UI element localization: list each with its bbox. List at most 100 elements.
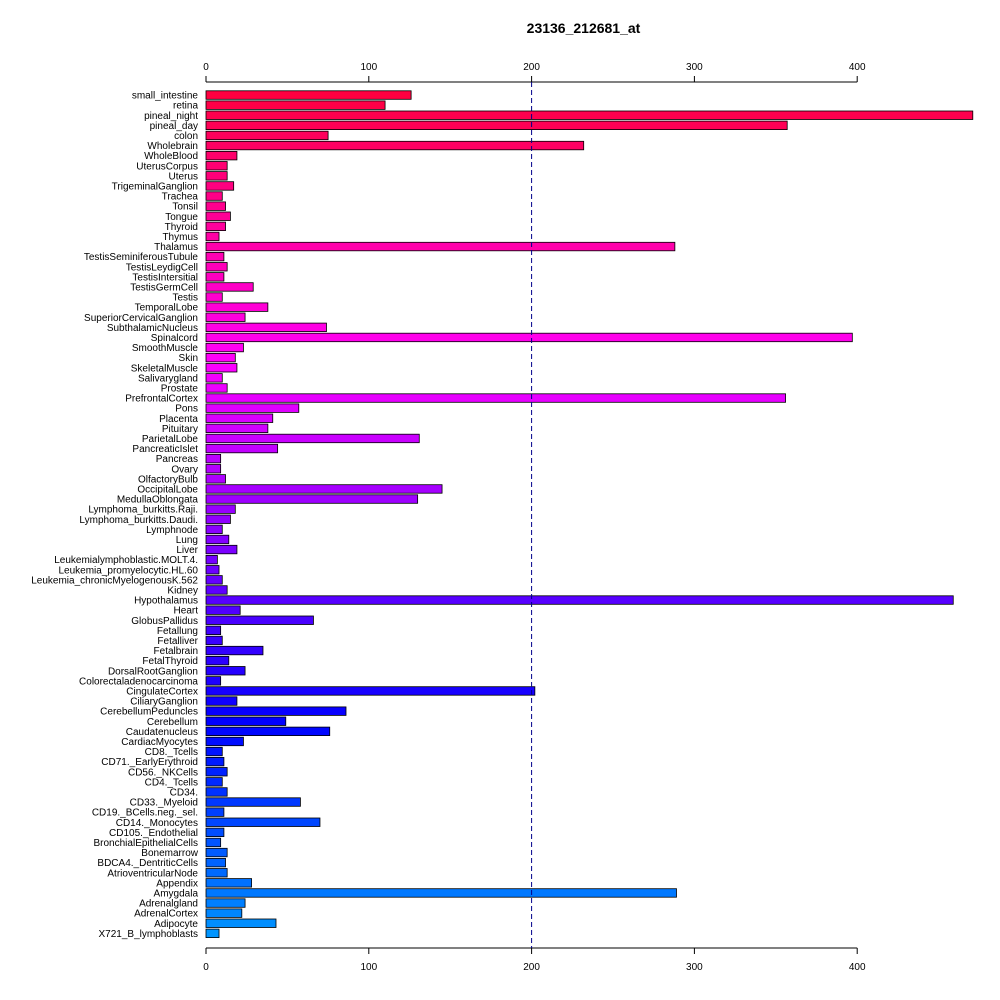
bar	[205, 807, 225, 817]
bar	[205, 645, 264, 656]
category-label: TestisSeminiferousTubule	[84, 252, 199, 263]
bar	[205, 453, 222, 464]
bar	[205, 858, 226, 868]
category-label: CD14._Monocytes	[116, 818, 198, 829]
x-tick-label-top: 100	[360, 62, 377, 73]
bar	[205, 352, 236, 363]
category-label: SubthalamicNucleus	[107, 323, 198, 334]
category-label: Wholebrain	[147, 141, 198, 152]
x-axis-bottom: 0 100 200 300 400	[203, 947, 866, 973]
x-tick-label-top: 0	[203, 62, 209, 73]
bar	[205, 676, 222, 686]
category-label: CiliaryGanglion	[130, 697, 198, 708]
category-label: Spinalcord	[151, 333, 198, 344]
bar	[205, 363, 238, 373]
category-label: colon	[174, 131, 198, 142]
bar	[205, 706, 347, 716]
bar	[205, 544, 238, 555]
bar	[205, 474, 226, 484]
bar	[205, 736, 244, 747]
bar	[205, 514, 231, 524]
category-label: CD19._BCells.neg._sel.	[92, 808, 198, 819]
bar	[205, 555, 218, 565]
bar	[205, 211, 231, 221]
category-label: pineal_day	[150, 121, 198, 132]
bar	[205, 797, 301, 807]
bar	[205, 534, 230, 545]
x-tick-label-bottom: 300	[686, 962, 703, 973]
category-label: CardiacMyocytes	[121, 737, 198, 748]
bar	[205, 140, 585, 151]
category-label: Trachea	[162, 192, 199, 203]
bar	[205, 312, 246, 322]
category-label: BronchialEpithelialCells	[94, 838, 199, 849]
x-axis-top: 0 100 200 300 400	[203, 62, 866, 83]
category-labels: small_intestineretinapineal_nightpineal_…	[31, 91, 199, 940]
bar	[205, 292, 223, 302]
category-label: TrigeminalGanglion	[112, 181, 198, 192]
bar	[205, 120, 788, 130]
category-label: CD8._Tcells	[145, 747, 198, 758]
chart-title: 23136_212681_at	[526, 20, 641, 36]
category-label: MedullaOblongata	[117, 495, 199, 506]
bar	[205, 413, 274, 423]
category-label: WholeBlood	[144, 151, 198, 162]
category-label: AtrioventricularNode	[107, 868, 198, 879]
bar	[205, 524, 223, 534]
category-label: UterusCorpus	[136, 161, 198, 172]
category-label: pineal_night	[144, 111, 198, 122]
bar	[205, 241, 676, 252]
bar	[205, 130, 329, 141]
category-label: Leukemia_promyelocytic.HL.60	[58, 565, 198, 576]
bar	[205, 504, 236, 514]
bar	[205, 908, 243, 918]
category-label: Cerebellum	[147, 717, 198, 728]
x-tick-label-bottom: 100	[360, 962, 377, 973]
bar	[205, 282, 254, 292]
bar	[205, 827, 225, 837]
category-label: Fetallung	[157, 626, 198, 637]
category-label: OlfactoryBulb	[138, 474, 198, 485]
category-label: BDCA4._DentriticCells	[97, 858, 198, 869]
category-label: small_intestine	[132, 91, 199, 102]
category-label: Leukemialymphoblastic.MOLT.4.	[54, 555, 198, 566]
category-label: GlobusPallidus	[131, 616, 198, 627]
x-tick-label-top: 200	[523, 62, 540, 73]
category-label: PrefrontalCortex	[125, 394, 198, 405]
bar	[205, 373, 223, 383]
category-label: CD33._Myeloid	[130, 798, 198, 809]
category-label: DorsalRootGanglion	[108, 666, 198, 677]
bar	[205, 110, 974, 120]
bar	[205, 585, 228, 595]
bar	[205, 625, 222, 635]
bar	[205, 332, 853, 343]
category-label: Amygdala	[154, 888, 199, 899]
category-label: Thymus	[162, 232, 198, 243]
category-label: OccipitalLobe	[137, 484, 198, 495]
category-label: CD34.	[170, 787, 198, 798]
category-label: Testis	[172, 293, 198, 304]
bar	[205, 100, 386, 110]
bar	[205, 201, 226, 211]
bar	[205, 605, 241, 615]
x-tick-label-top: 300	[686, 62, 703, 73]
bar	[205, 150, 238, 161]
bar	[205, 595, 954, 605]
bar	[205, 898, 246, 908]
category-label: TemporalLobe	[135, 303, 199, 314]
category-label: Hypothalamus	[134, 596, 198, 607]
x-tick-label-top: 400	[849, 62, 866, 73]
category-label: Lung	[176, 535, 198, 546]
bar	[205, 635, 223, 646]
category-label: Pons	[175, 404, 198, 415]
bar	[205, 878, 252, 888]
category-label: PancreaticIslet	[132, 444, 198, 455]
bar	[205, 666, 246, 676]
bar	[205, 696, 238, 706]
bar	[205, 181, 235, 191]
bar	[205, 918, 277, 928]
category-label: Thyroid	[165, 222, 198, 233]
category-label: CerebellumPeduncles	[100, 707, 198, 718]
bar	[205, 726, 331, 736]
bar	[205, 221, 226, 232]
